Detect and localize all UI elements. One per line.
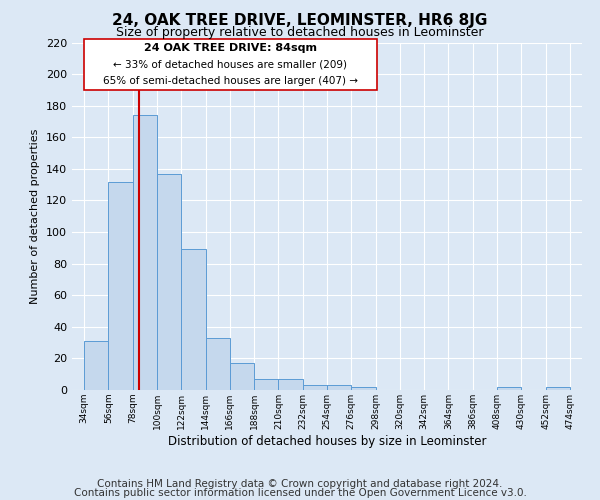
Text: Size of property relative to detached houses in Leominster: Size of property relative to detached ho… xyxy=(116,26,484,39)
Text: ← 33% of detached houses are smaller (209): ← 33% of detached houses are smaller (20… xyxy=(113,60,347,70)
Bar xyxy=(497,387,521,390)
Bar xyxy=(133,115,157,390)
Text: Contains HM Land Registry data © Crown copyright and database right 2024.: Contains HM Land Registry data © Crown c… xyxy=(97,479,503,489)
Text: 65% of semi-detached houses are larger (407) →: 65% of semi-detached houses are larger (… xyxy=(103,76,358,86)
FancyBboxPatch shape xyxy=(84,40,377,90)
Bar xyxy=(84,341,109,390)
Bar xyxy=(545,387,570,390)
Bar xyxy=(351,387,376,390)
Bar xyxy=(230,363,254,390)
Text: Contains public sector information licensed under the Open Government Licence v3: Contains public sector information licen… xyxy=(74,488,526,498)
Text: 24, OAK TREE DRIVE, LEOMINSTER, HR6 8JG: 24, OAK TREE DRIVE, LEOMINSTER, HR6 8JG xyxy=(112,12,488,28)
Text: 24 OAK TREE DRIVE: 84sqm: 24 OAK TREE DRIVE: 84sqm xyxy=(144,44,317,54)
Bar xyxy=(206,338,230,390)
Bar xyxy=(254,379,278,390)
Bar xyxy=(327,386,351,390)
Bar xyxy=(157,174,181,390)
Bar xyxy=(109,182,133,390)
X-axis label: Distribution of detached houses by size in Leominster: Distribution of detached houses by size … xyxy=(168,434,486,448)
Bar xyxy=(303,386,327,390)
Bar xyxy=(278,379,303,390)
Bar xyxy=(181,250,206,390)
Y-axis label: Number of detached properties: Number of detached properties xyxy=(31,128,40,304)
